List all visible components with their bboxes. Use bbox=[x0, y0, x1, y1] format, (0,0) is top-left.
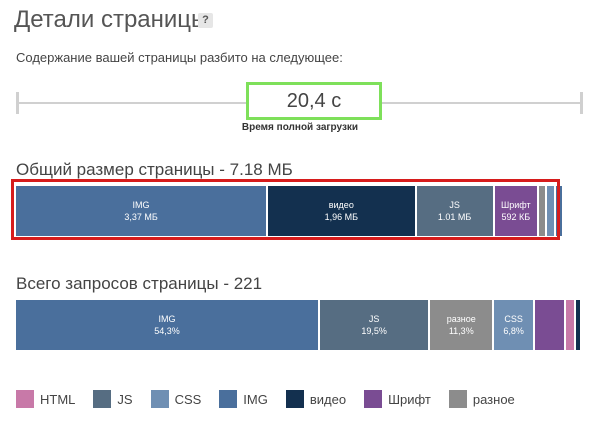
legend-label: CSS bbox=[174, 391, 202, 407]
size-segment[interactable] bbox=[547, 186, 556, 236]
help-icon[interactable]: ? bbox=[198, 13, 213, 28]
legend-item: IMG bbox=[219, 390, 268, 408]
page-size-bar: IMG 3,37 МБ видео 1,96 МБ JS 1.01 МБ Шрифт 592 … bbox=[16, 186, 570, 236]
legend-label: JS bbox=[117, 391, 133, 407]
size-segment[interactable]: IMG 3,37 МБ bbox=[16, 186, 269, 236]
size-segment[interactable]: Шрифт 592 КБ bbox=[494, 186, 539, 236]
segment-value: 19,5% bbox=[361, 326, 387, 336]
segment-name: JS bbox=[368, 314, 380, 324]
legend-item: Шрифт bbox=[364, 390, 431, 408]
legend-label: разное bbox=[472, 391, 515, 407]
legend-item: CSS bbox=[150, 390, 202, 408]
size-segment[interactable]: JS 1.01 МБ bbox=[416, 186, 495, 236]
legend-swatch bbox=[16, 390, 34, 408]
request-segment[interactable]: CSS 6,8% bbox=[494, 300, 535, 350]
segment-value: 1,96 МБ bbox=[324, 212, 358, 222]
legend-item: JS bbox=[93, 390, 133, 408]
load-time-value: 20,4 с bbox=[246, 82, 382, 120]
request-segment[interactable]: разное 11,3% bbox=[430, 300, 495, 350]
segment-name: Шрифт bbox=[500, 200, 531, 210]
legend-item: видео bbox=[285, 390, 347, 408]
requests-bar: IMG 54,3% JS 19,5% разное 11,3% CSS 6,8% bbox=[16, 300, 582, 350]
segment-value: 3,37 МБ bbox=[124, 212, 158, 222]
legend-swatch bbox=[219, 390, 238, 408]
legend-item: HTML bbox=[16, 390, 75, 408]
segment-name: IMG bbox=[132, 200, 150, 210]
request-segment[interactable] bbox=[535, 300, 567, 350]
request-segment[interactable]: IMG 54,3% bbox=[16, 300, 320, 350]
segment-name: видео bbox=[328, 200, 354, 210]
request-segment[interactable]: JS 19,5% bbox=[319, 300, 431, 350]
segment-value: 592 КБ bbox=[501, 212, 531, 222]
legend-label: видео bbox=[309, 391, 347, 407]
legend-swatch bbox=[150, 390, 169, 408]
segment-name: CSS bbox=[504, 314, 523, 324]
segment-name: IMG bbox=[158, 314, 176, 324]
legend-swatch bbox=[448, 390, 467, 408]
segment-value: 11,3% bbox=[448, 326, 474, 336]
segment-name: JS bbox=[449, 200, 460, 210]
legend-swatch bbox=[93, 390, 112, 408]
segment-value: 6,8% bbox=[503, 326, 524, 336]
requests-title: Всего запросов страницы - 221 bbox=[16, 274, 263, 293]
load-time-label: Время полной загрузки bbox=[241, 122, 359, 133]
request-segment[interactable] bbox=[575, 300, 582, 350]
legend: HTML JS CSS IMG видео Шрифт разное bbox=[16, 390, 533, 408]
legend-label: IMG bbox=[243, 391, 268, 407]
track-end-cap bbox=[580, 92, 583, 114]
highlight-frame bbox=[11, 179, 560, 240]
track-start-cap bbox=[16, 92, 19, 114]
size-segment[interactable] bbox=[538, 186, 548, 236]
legend-label: HTML bbox=[40, 391, 76, 407]
request-segment[interactable] bbox=[566, 300, 576, 350]
size-segment[interactable]: видео 1,96 МБ bbox=[268, 186, 417, 236]
segment-value: 54,3% bbox=[154, 326, 180, 336]
page-title: Детали страницы bbox=[14, 6, 209, 33]
segment-name: разное bbox=[446, 314, 476, 324]
legend-item: разное bbox=[448, 390, 515, 408]
legend-swatch bbox=[364, 390, 383, 408]
legend-swatch bbox=[285, 390, 304, 408]
breakdown-description: Содержание вашей страницы разбито на сле… bbox=[16, 50, 343, 65]
legend-label: Шрифт bbox=[388, 391, 431, 407]
page-size-title: Общий размер страницы - 7.18 МБ bbox=[16, 160, 293, 179]
segment-value: 1.01 МБ bbox=[437, 212, 472, 222]
